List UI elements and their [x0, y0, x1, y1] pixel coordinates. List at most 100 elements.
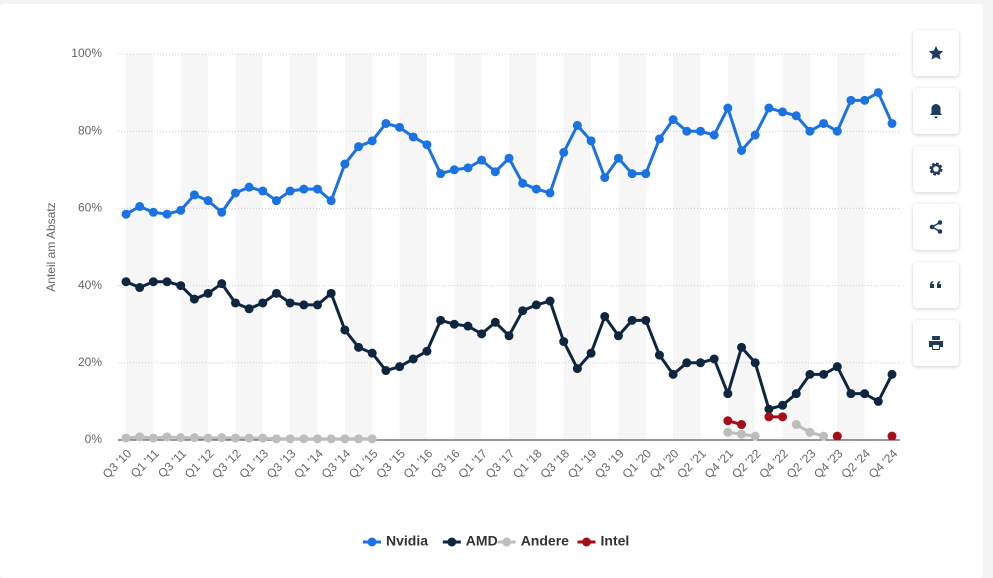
data-point: [805, 369, 815, 379]
data-point: [271, 288, 281, 298]
chart: Anteil am Absatz 0% 20% 40% 60% 80% 100% Q3 '1…: [44, 46, 900, 549]
data-point: [326, 288, 336, 298]
data-point: [148, 277, 158, 287]
data-point: [313, 434, 322, 444]
data-point: [354, 434, 364, 444]
data-point: [778, 107, 788, 117]
data-point: [340, 159, 350, 169]
data-point: [326, 434, 336, 444]
data-point: [518, 178, 528, 188]
print-button[interactable]: [913, 320, 959, 366]
data-point: [217, 207, 227, 217]
legend-label: Andere: [521, 533, 569, 549]
data-point: [162, 209, 172, 219]
favorite-button[interactable]: [913, 30, 959, 76]
data-point: [531, 300, 541, 310]
x-tick-label: Q4 '23: [811, 446, 846, 481]
data-point: [545, 188, 555, 198]
x-tick-label: Q3 '18: [537, 446, 572, 481]
x-tick-label: Q3 '11: [155, 446, 189, 480]
data-point: [791, 389, 801, 399]
data-point: [340, 325, 350, 335]
data-point: [737, 342, 747, 352]
data-point: [299, 300, 309, 310]
y-axis-label: Anteil am Absatz: [44, 202, 58, 291]
y-tick-label: 100%: [71, 46, 102, 60]
x-tick-label: Q3 '13: [264, 446, 299, 481]
data-point: [723, 427, 733, 437]
data-point: [764, 404, 774, 414]
data-point: [477, 155, 487, 165]
data-point: [764, 103, 774, 113]
y-tick-label: 60%: [78, 201, 102, 215]
data-point: [682, 358, 692, 368]
legend-label: Nvidia: [386, 533, 428, 549]
data-point: [518, 306, 528, 316]
data-point: [696, 126, 705, 136]
data-point: [490, 317, 500, 327]
data-point: [846, 389, 856, 399]
x-tick-label: Q3 '15: [373, 446, 408, 481]
x-tick-label: Q4 '24: [866, 446, 900, 481]
data-point: [709, 130, 719, 140]
data-point: [819, 118, 829, 128]
background-band: [290, 54, 318, 440]
data-point: [189, 294, 199, 304]
background-band: [126, 54, 154, 440]
data-point: [244, 182, 254, 192]
data-point: [737, 146, 747, 155]
x-tick-label: Q4 '20: [647, 446, 682, 481]
data-point: [696, 358, 705, 368]
x-tick-label: Q1 '13: [237, 446, 272, 481]
data-point: [504, 153, 514, 163]
data-point: [285, 434, 295, 444]
x-tick-label: Q2 '21: [674, 446, 709, 481]
x-tick-label: Q3 '17: [483, 446, 518, 481]
data-point: [148, 433, 158, 443]
notification-button[interactable]: [913, 88, 959, 134]
data-point: [463, 163, 473, 173]
legend-marker: [447, 537, 457, 547]
data-point: [340, 434, 350, 444]
data-point: [559, 337, 569, 347]
settings-button[interactable]: [913, 146, 959, 192]
data-point: [285, 298, 295, 308]
data-point: [189, 433, 199, 443]
share-button[interactable]: [913, 204, 959, 250]
data-point: [121, 433, 131, 443]
cite-button[interactable]: [913, 262, 959, 308]
data-point: [408, 132, 418, 142]
data-point: [258, 186, 268, 196]
background-band: [235, 54, 263, 440]
x-tick-label: Q4 '21: [702, 446, 737, 481]
data-point: [860, 95, 870, 105]
data-point: [203, 433, 213, 443]
data-point: [422, 140, 432, 150]
data-point: [668, 369, 678, 379]
data-point: [176, 433, 186, 443]
data-point: [846, 95, 856, 105]
x-tick-label: Q1 '16: [401, 446, 436, 481]
x-tick-label: Q1 '20: [620, 446, 655, 481]
data-point: [217, 433, 227, 443]
data-point: [313, 184, 322, 194]
data-point: [230, 188, 240, 198]
y-tick-label: 20%: [78, 355, 102, 369]
data-point: [244, 304, 254, 314]
background-band: [344, 54, 373, 440]
x-tick-label: Q3 '10: [100, 446, 135, 481]
data-point: [723, 103, 733, 113]
data-point: [299, 434, 309, 444]
background-band: [673, 54, 701, 440]
data-point: [832, 431, 842, 441]
data-point: [613, 153, 623, 163]
data-point: [723, 416, 733, 426]
data-point: [559, 147, 569, 157]
data-point: [586, 136, 596, 146]
data-point: [737, 420, 747, 430]
data-point: [572, 120, 582, 130]
data-point: [176, 281, 186, 291]
background-band: [618, 54, 646, 440]
data-point: [162, 277, 172, 287]
data-point: [600, 173, 610, 183]
